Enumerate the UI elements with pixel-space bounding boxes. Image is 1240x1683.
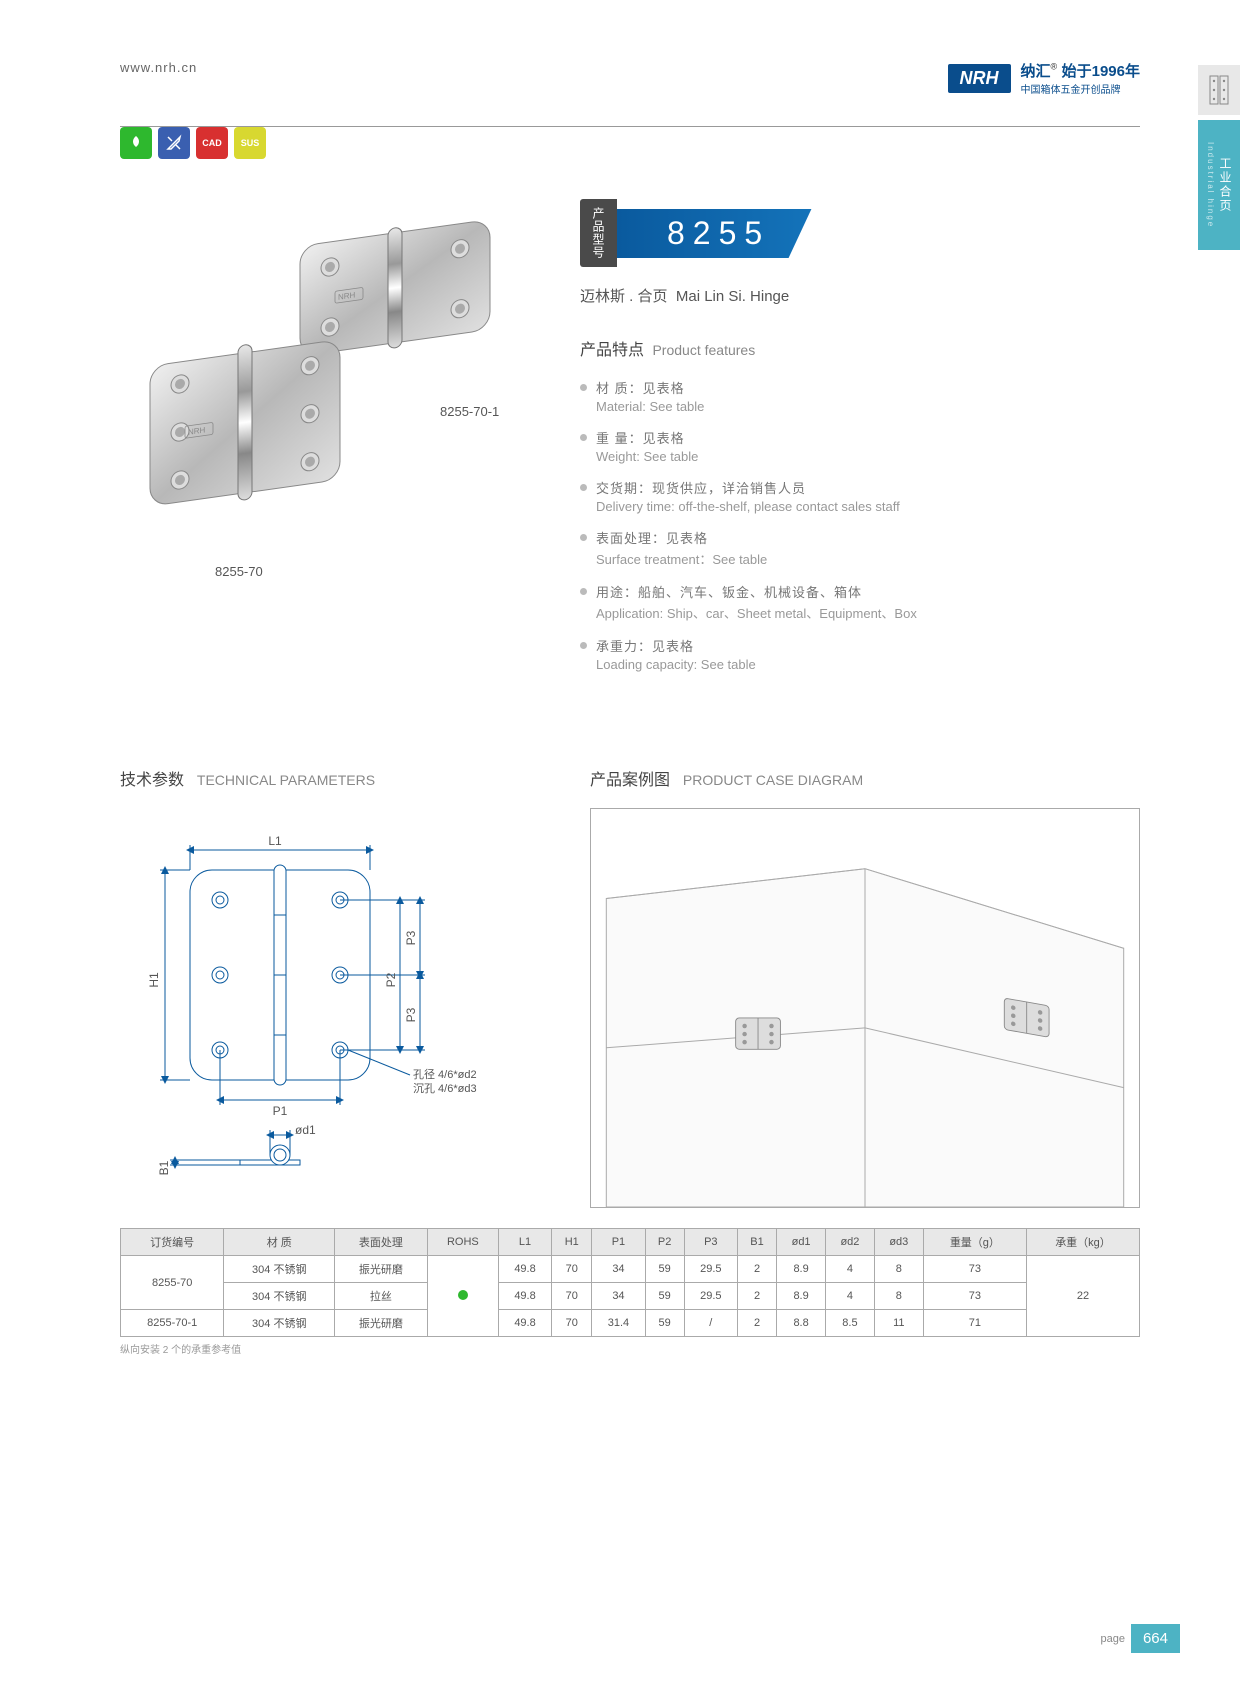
svg-text:ød1: ød1 — [295, 1123, 316, 1137]
side-category-tab: 工业合页 Industrial hinge — [1198, 120, 1240, 250]
brand-sub: 中国箱体五金开创品牌 — [1021, 81, 1140, 96]
model-badge: 产品型号 8255 — [580, 199, 1140, 267]
hinge-label-2: 8255-70 — [215, 564, 263, 579]
tech-params-title: 技术参数 TECHNICAL PARAMETERS — [120, 766, 550, 790]
spec-table: 订货编号材 质表面处理ROHS L1H1P1P2 P3B1ød1ød2 ød3重… — [120, 1228, 1140, 1356]
model-label: 产品型号 — [580, 199, 617, 267]
badge-eco-icon — [120, 127, 152, 159]
svg-text:P2: P2 — [384, 972, 398, 987]
side-hinge-icon — [1198, 65, 1240, 115]
hinge-image-2: NRH — [130, 329, 360, 539]
brand-year: 始于1996年 — [1062, 63, 1140, 80]
hinge-label-1: 8255-70-1 — [440, 404, 499, 419]
svg-text:B1: B1 — [157, 1160, 171, 1175]
feature-badges: CAD SUS — [120, 127, 1140, 159]
svg-text:P1: P1 — [273, 1104, 288, 1118]
badge-tools-icon — [158, 127, 190, 159]
svg-text:沉孔 4/6*ød3: 沉孔 4/6*ød3 — [413, 1082, 477, 1095]
rohs-indicator — [458, 1290, 468, 1300]
svg-text:P3: P3 — [404, 930, 418, 945]
badge-cad: CAD — [196, 127, 228, 159]
badge-sus: SUS — [234, 127, 266, 159]
features-list: 材 质：见表格Material: See table 重 量：见表格Weight… — [580, 378, 1140, 672]
brand: NRH 纳汇® 始于1996年 中国箱体五金开创品牌 — [948, 60, 1140, 96]
brand-cn: 纳汇 — [1021, 63, 1051, 80]
model-number: 8255 — [617, 209, 820, 258]
case-diagram-title: 产品案例图 PRODUCT CASE DIAGRAM — [590, 766, 1140, 790]
features-title: 产品特点 Product features — [580, 336, 1140, 360]
table-note: 纵向安装 2 个的承重参考值 — [120, 1341, 1140, 1356]
page-number: page 664 — [1100, 1624, 1180, 1653]
svg-text:H1: H1 — [147, 972, 161, 988]
case-diagram-box — [590, 808, 1140, 1208]
svg-text:P3: P3 — [404, 1007, 418, 1022]
technical-drawing: L1 H1 P1 P2 P3 P3 孔径 4/6*ød2 沉孔 4/6*ød3 … — [120, 820, 500, 1200]
svg-text:L1: L1 — [268, 834, 282, 848]
product-images: NRH 8255-70-1 NRH 8255-70 — [120, 179, 540, 599]
brand-logo: NRH — [948, 64, 1011, 93]
product-name: 迈林斯 . 合页 Mai Lin Si. Hinge — [580, 285, 1140, 306]
site-url: www.nrh.cn — [120, 60, 197, 75]
svg-text:孔径 4/6*ød2: 孔径 4/6*ød2 — [413, 1068, 477, 1081]
